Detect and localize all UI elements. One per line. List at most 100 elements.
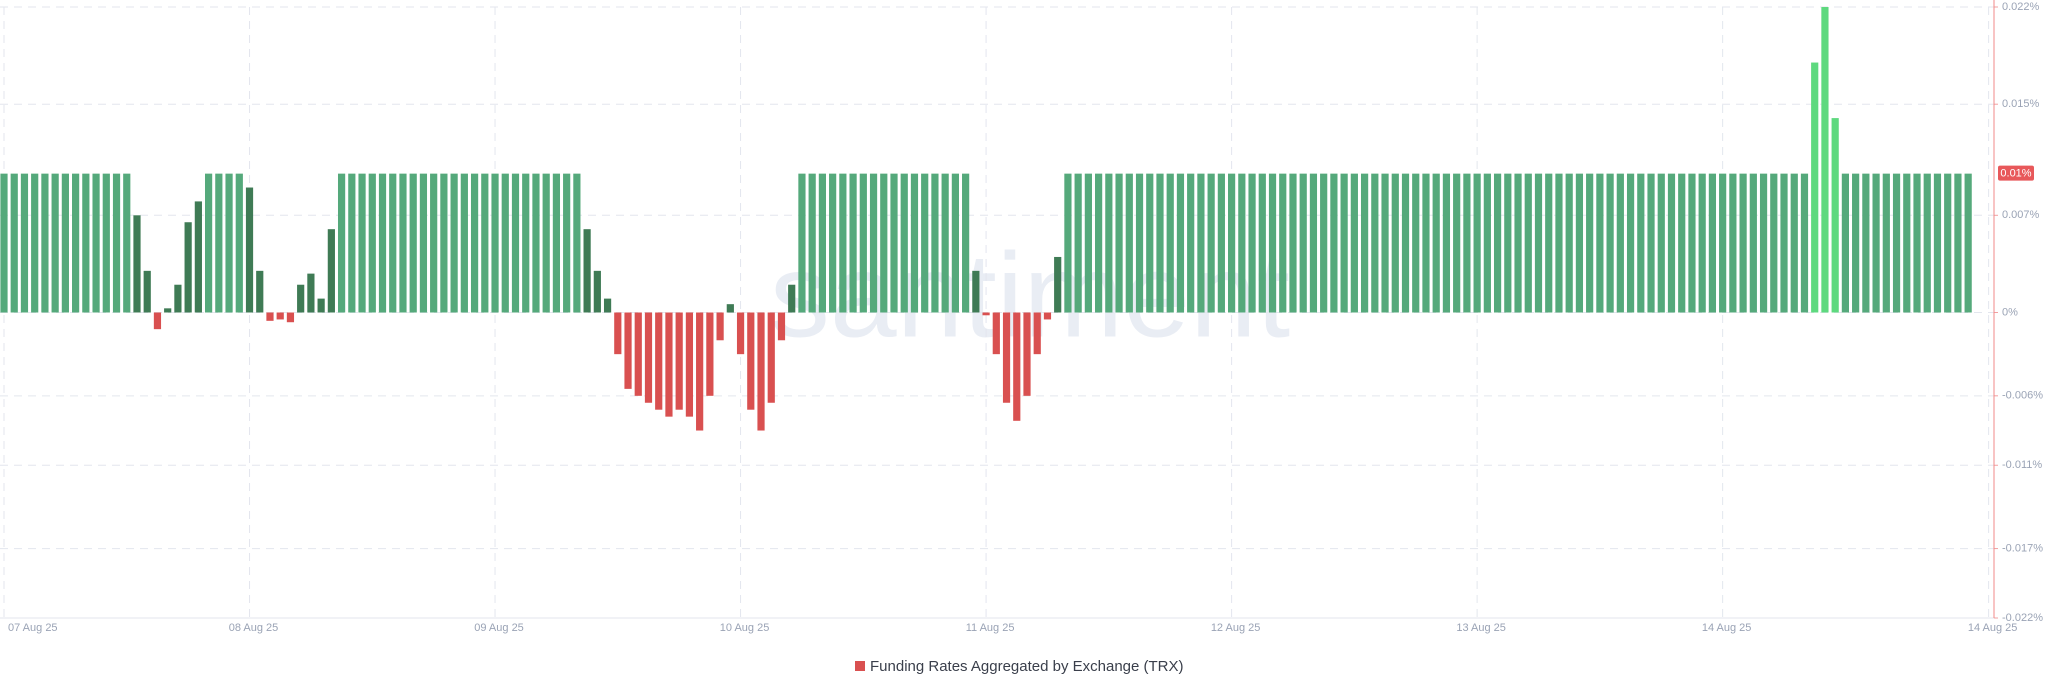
bar [1790,173,1798,313]
bar [1187,173,1195,313]
y-tick-label: 0.015% [2002,98,2040,110]
bar [1831,118,1839,313]
bar [1841,173,1849,313]
bar [1770,173,1778,313]
bar [337,173,346,313]
bar [716,312,724,341]
bar [1913,173,1921,313]
bar [624,312,632,389]
bar [1463,173,1471,313]
bar [1749,173,1757,313]
y-tick-label: -0.022% [2002,612,2043,624]
bar [399,173,407,313]
bar [1483,173,1491,313]
bar [808,173,816,313]
bar [491,173,499,313]
bar [1933,173,1942,313]
bar [788,284,796,313]
bar [1800,173,1809,313]
bar [1033,312,1041,355]
bar [143,270,151,313]
bar [511,173,520,313]
bar [1882,173,1890,313]
bar [1964,173,1972,313]
bar [1002,312,1011,403]
y-tick-label: 0.022% [2002,1,2040,13]
y-tick-label: -0.017% [2002,542,2043,554]
bar [736,312,745,355]
bar [1350,173,1358,313]
x-tick-label: 13 Aug 25 [1456,622,1506,634]
bar [1872,173,1880,313]
bar [1258,173,1266,313]
bar [205,173,213,313]
bar [1667,173,1676,313]
bar [297,284,305,313]
bar [1678,173,1686,313]
bar [1238,173,1246,313]
x-tick-label: 09 Aug 25 [474,622,524,634]
bar [1708,173,1717,313]
bar [0,173,8,313]
bar [440,173,448,313]
bar [51,173,59,313]
bar [869,173,878,313]
bar [522,173,530,313]
bar [1821,7,1829,313]
bar [552,173,561,313]
bar [256,270,264,313]
bar [593,270,601,313]
bar [327,229,335,313]
bar [563,173,571,313]
y-tick-label: 0.007% [2002,209,2040,221]
bar [1268,173,1277,313]
bar [1299,173,1307,313]
bar [1647,173,1655,313]
bar [1095,173,1103,313]
bar [1176,173,1185,313]
bar [1852,173,1860,313]
bar [992,312,1000,355]
bar [123,173,131,313]
bar [1954,173,1962,313]
bar [1626,173,1635,313]
bar [1064,173,1072,313]
bar [931,173,939,313]
y-tick-label: -0.011% [2002,459,2042,471]
bar [859,173,867,313]
bar [1125,173,1133,313]
bar [542,173,550,313]
bar [1637,173,1645,313]
bar [1862,173,1870,313]
bar [614,312,622,355]
bar [573,173,581,313]
bar [951,173,959,313]
bar [880,173,888,313]
bar [655,312,663,410]
bar [1146,173,1154,313]
bar [1340,173,1348,313]
bar [276,312,284,320]
bar [1289,173,1297,313]
bar [1575,173,1584,313]
bar [1197,173,1205,313]
bar [41,173,49,313]
bar [102,173,110,313]
bar [174,284,182,313]
bar [1248,173,1256,313]
bar [1279,173,1287,313]
bar [1105,173,1113,313]
bar [921,173,929,313]
bar [1596,173,1604,313]
bar [1534,173,1543,313]
bar [112,173,121,313]
bar [1616,173,1624,313]
bar [1524,173,1532,313]
bar [972,270,980,313]
bar [839,173,847,313]
bar [910,173,919,313]
bar [1432,173,1440,313]
bar [982,312,990,316]
bar [1504,173,1512,313]
